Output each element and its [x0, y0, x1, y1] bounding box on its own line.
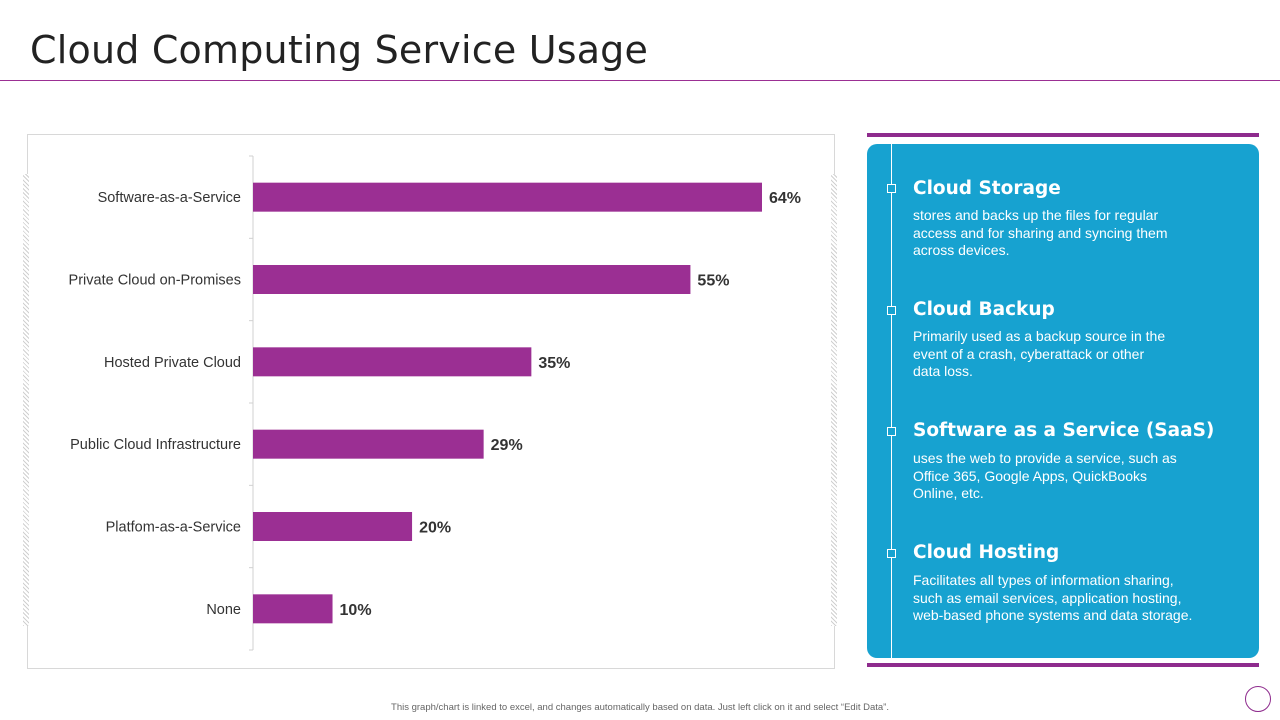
- category-label: Private Cloud on-Promises: [69, 273, 241, 289]
- bar: [253, 512, 413, 541]
- data-label: 20%: [419, 520, 451, 537]
- item-desc-saas: uses the web to provide a service, such …: [913, 450, 1177, 501]
- bar: [253, 594, 333, 624]
- item-title-cloud-hosting: Cloud Hosting: [913, 542, 1060, 563]
- bullet-icon: [887, 427, 896, 436]
- category-label: Public Cloud Infrastructure: [70, 437, 241, 453]
- bullet-icon: [887, 306, 896, 315]
- item-desc-cloud-storage: stores and backs up the files for regula…: [913, 207, 1168, 258]
- info-top-rule: [867, 133, 1259, 137]
- bar: [253, 347, 532, 377]
- data-label: 10%: [340, 602, 372, 619]
- info-panel: [867, 144, 1259, 658]
- timeline-line: [891, 144, 892, 658]
- item-title-cloud-storage: Cloud Storage: [913, 178, 1061, 199]
- bullet-icon: [887, 184, 896, 193]
- item-desc-cloud-hosting: Facilitates all types of information sha…: [913, 572, 1193, 623]
- info-bottom-rule: [867, 663, 1259, 667]
- category-label: Hosted Private Cloud: [104, 355, 241, 371]
- data-label: 29%: [491, 437, 523, 454]
- category-label: Platfom-as-a-Service: [106, 520, 241, 536]
- title-divider: [0, 80, 1280, 81]
- item-desc-cloud-backup: Primarily used as a backup source in the…: [913, 328, 1166, 379]
- item-title-cloud-backup: Cloud Backup: [913, 299, 1055, 320]
- item-title-saas: Software as a Service (SaaS): [913, 420, 1215, 441]
- data-label: 64%: [769, 190, 801, 207]
- data-label: 35%: [538, 355, 570, 372]
- bar: [253, 429, 484, 459]
- bar: [253, 265, 691, 294]
- category-label: None: [206, 602, 241, 618]
- bar: [253, 182, 762, 212]
- page-title: Cloud Computing Service Usage: [30, 28, 649, 72]
- footnote: This graph/chart is linked to excel, and…: [391, 702, 889, 713]
- circle-icon: [1245, 686, 1271, 712]
- chart-resize-handle-right[interactable]: [831, 174, 837, 626]
- bullet-icon: [887, 549, 896, 558]
- chart-resize-handle-left[interactable]: [23, 174, 29, 626]
- data-label: 55%: [697, 273, 729, 290]
- category-label: Software-as-a-Service: [98, 190, 241, 206]
- chart-frame[interactable]: [27, 134, 835, 669]
